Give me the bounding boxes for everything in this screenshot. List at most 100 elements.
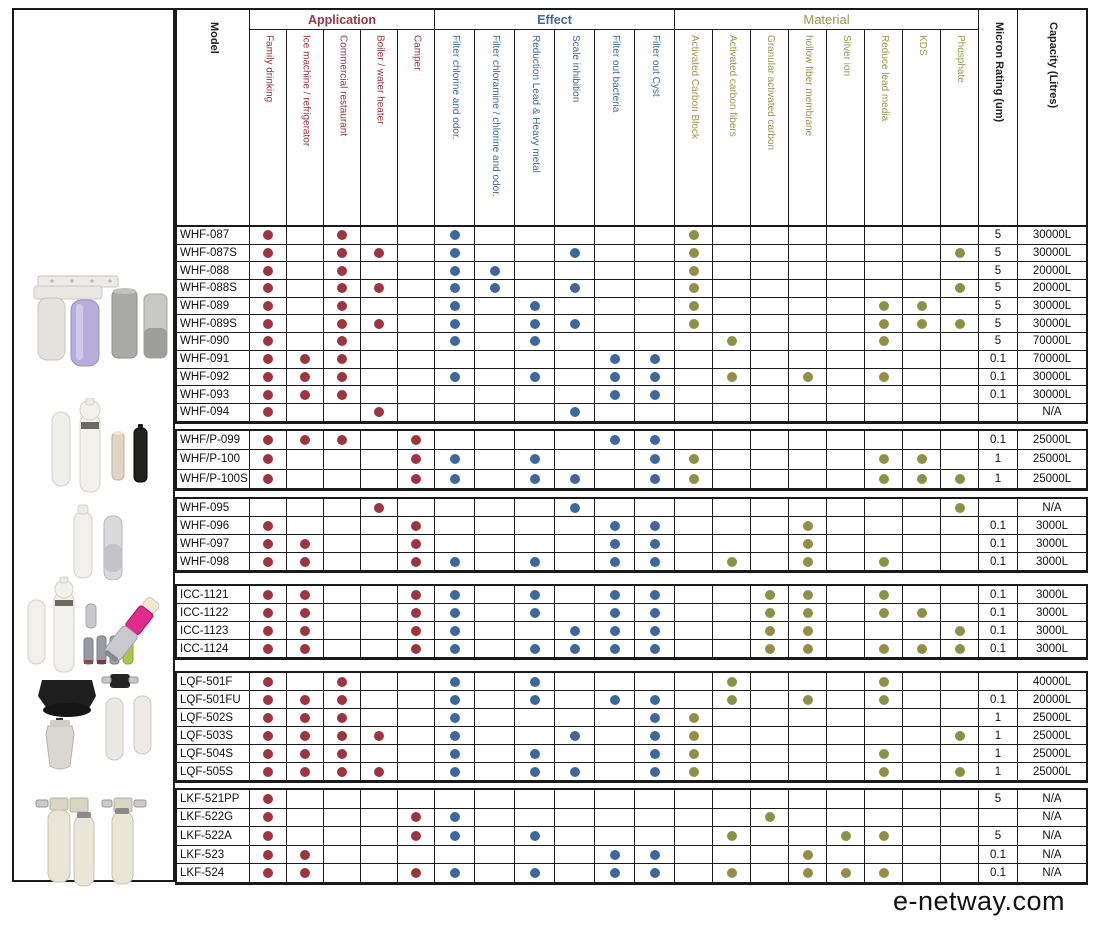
- application-cell: [324, 403, 361, 422]
- material-cell: [789, 727, 827, 745]
- model-cell: WHF-088S: [177, 280, 250, 298]
- application-cell: [250, 262, 287, 281]
- application-cell: [250, 808, 287, 828]
- effect-cell: [435, 640, 475, 658]
- effect-dot: [529, 318, 540, 329]
- effect-cell: [595, 727, 635, 745]
- product-image-whfp-inline: [14, 398, 173, 498]
- effect-cell: [515, 450, 555, 470]
- material-cell: [865, 280, 903, 298]
- application-cell: [324, 864, 361, 883]
- material-dot: [688, 301, 699, 312]
- column-header-filter-chloramine: Filter chloramine / chlorine and odor.: [475, 30, 515, 225]
- material-cell: [675, 691, 713, 709]
- material-cell: [789, 244, 827, 263]
- effect-cell: [435, 763, 475, 781]
- effect-cell: [435, 622, 475, 640]
- application-cell: [287, 368, 324, 387]
- effect-cell: [555, 622, 595, 640]
- model-cell: WHF-091: [177, 350, 250, 369]
- material-cell: [751, 790, 789, 809]
- material-cell: [941, 622, 979, 640]
- effect-cell: [475, 622, 515, 640]
- column-header-activated-carbon-block: Activated Carbon Block: [675, 30, 713, 225]
- effect-dot: [529, 371, 540, 382]
- application-dot: [300, 730, 310, 741]
- application-cell: [361, 297, 398, 316]
- application-dot: [263, 868, 273, 879]
- application-dot: [411, 607, 421, 618]
- effect-cell: [435, 315, 475, 334]
- effect-cell: [515, 604, 555, 622]
- application-dot: [300, 849, 310, 860]
- effect-cell: [515, 745, 555, 763]
- capacity-cell: 25000L: [1018, 727, 1086, 745]
- material-cell: [751, 450, 789, 470]
- effect-cell: [595, 517, 635, 535]
- material-cell: [865, 368, 903, 387]
- material-cell: [675, 709, 713, 727]
- application-cell: [287, 469, 324, 489]
- effect-cell: [555, 499, 595, 517]
- application-cell: [287, 315, 324, 334]
- effect-dot: [609, 520, 620, 531]
- application-cell: [361, 727, 398, 745]
- application-dot: [300, 435, 310, 446]
- application-dot: [411, 556, 421, 567]
- effect-dot: [449, 868, 460, 879]
- effect-cell: [515, 297, 555, 316]
- application-cell: [361, 431, 398, 451]
- material-dot: [802, 849, 813, 860]
- model-cell: WHF/P-100: [177, 450, 250, 470]
- effect-cell: [475, 431, 515, 451]
- application-cell: [250, 864, 287, 883]
- effect-cell: [555, 709, 595, 727]
- material-cell: [941, 790, 979, 809]
- material-cell: [865, 864, 903, 883]
- model-cell: LKF-522G: [177, 808, 250, 828]
- column-header-filter-out-bacteria: Filter out bacteria: [595, 30, 635, 225]
- material-cell: [713, 864, 751, 883]
- application-dot: [263, 283, 273, 294]
- material-dot: [878, 454, 889, 465]
- material-cell: [789, 350, 827, 369]
- application-cell: [287, 673, 324, 691]
- application-cell: [324, 368, 361, 387]
- material-cell: [827, 262, 865, 281]
- micron-cell: 0.1: [979, 604, 1018, 622]
- material-cell: [713, 827, 751, 846]
- model-label: Model: [207, 22, 220, 54]
- effect-dot: [529, 556, 540, 567]
- capacity-cell: 25000L: [1018, 745, 1086, 763]
- effect-cell: [635, 450, 675, 470]
- material-cell: [751, 403, 789, 422]
- effect-cell: [635, 604, 675, 622]
- effect-dot: [529, 473, 540, 484]
- effect-dot: [449, 766, 460, 777]
- effect-cell: [475, 368, 515, 387]
- material-cell: [751, 691, 789, 709]
- material-cell: [941, 350, 979, 369]
- material-cell: [751, 517, 789, 535]
- effect-cell: [555, 244, 595, 263]
- capacity-cell: N/A: [1018, 499, 1086, 517]
- material-cell: [675, 280, 713, 298]
- capacity-cell: 30000L: [1018, 244, 1086, 263]
- model-cell: WHF-092: [177, 368, 250, 387]
- effect-dot: [649, 712, 660, 723]
- material-cell: [827, 808, 865, 828]
- effect-dot: [569, 766, 580, 777]
- application-cell: [361, 535, 398, 553]
- material-cell: [713, 333, 751, 351]
- effect-dot: [529, 301, 540, 312]
- material-dot: [878, 318, 889, 329]
- material-cell: [903, 604, 941, 622]
- material-cell: [827, 517, 865, 535]
- effect-dot: [489, 265, 500, 276]
- material-cell: [865, 315, 903, 334]
- effect-dot: [529, 694, 540, 705]
- effect-cell: [435, 333, 475, 351]
- effect-cell: [595, 827, 635, 846]
- material-dot: [878, 830, 889, 841]
- application-cell: [324, 553, 361, 571]
